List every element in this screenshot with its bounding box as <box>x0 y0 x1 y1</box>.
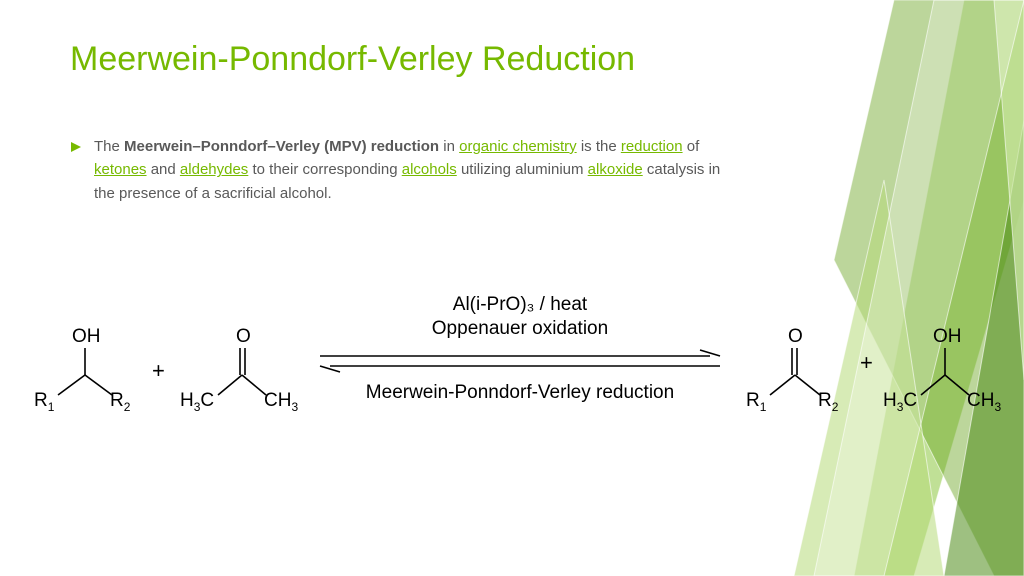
text: The <box>94 138 124 155</box>
bottom-arrow-label: Meerwein-Ponndorf-Verley reduction <box>310 382 730 404</box>
mol-acetone-left: O H3C CH3 <box>180 320 300 410</box>
bullet-icon <box>70 141 82 153</box>
label-r1: R1 <box>34 390 54 414</box>
label-r2: R2 <box>110 390 130 414</box>
mol-ketone-right: O R1 R2 <box>740 320 850 410</box>
link-ketones[interactable]: ketones <box>94 161 147 178</box>
text: is the <box>577 138 621 155</box>
link-aldehydes[interactable]: aldehydes <box>180 161 248 178</box>
link-reduction[interactable]: reduction <box>621 138 683 155</box>
slide-title: Meerwein-Ponndorf-Verley Reduction <box>70 40 740 79</box>
link-alcohols[interactable]: alcohols <box>402 161 457 178</box>
label-r2: R2 <box>818 390 838 414</box>
bold-term: Meerwein–Ponndorf–Verley (MPV) reduction <box>124 138 439 155</box>
label-oh: OH <box>72 326 101 348</box>
text: in <box>439 138 459 155</box>
bullet-item: The Meerwein–Ponndorf–Verley (MPV) reduc… <box>70 135 740 205</box>
label-h3c: H3C <box>180 390 214 414</box>
arrow-svg <box>310 342 730 382</box>
equilibrium-arrows: Al(i-PrO)₃ / heat Oppenauer oxidation Me… <box>310 290 730 430</box>
mol-isopropanol-right: OH H3C CH3 <box>885 320 1005 410</box>
plus-left: + <box>152 358 165 384</box>
label-o: O <box>236 326 251 348</box>
text: and <box>147 161 180 178</box>
bullet-text: The Meerwein–Ponndorf–Verley (MPV) reduc… <box>94 135 740 205</box>
label-ch3: CH3 <box>264 390 298 414</box>
text: to their corresponding <box>248 161 401 178</box>
mol-alcohol-left: OH R1 R2 <box>30 320 140 410</box>
text: utilizing aluminium <box>457 161 588 178</box>
label-h3c: H3C <box>883 390 917 414</box>
reaction-scheme: OH R1 R2 + O H3C CH3 Al(i-PrO)₃ / heat O… <box>30 290 990 430</box>
plus-right: + <box>860 350 873 376</box>
link-organic-chemistry[interactable]: organic chemistry <box>459 138 577 155</box>
text: of <box>683 138 700 155</box>
label-oh: OH <box>933 326 962 348</box>
label-ch3: CH3 <box>967 390 1001 414</box>
slide-decor <box>794 0 1024 576</box>
top-arrow-label: Oppenauer oxidation <box>310 318 730 340</box>
label-o: O <box>788 326 803 348</box>
link-alkoxide[interactable]: alkoxide <box>588 161 643 178</box>
label-r1: R1 <box>746 390 766 414</box>
reagent-label: Al(i-PrO)₃ / heat <box>310 294 730 316</box>
